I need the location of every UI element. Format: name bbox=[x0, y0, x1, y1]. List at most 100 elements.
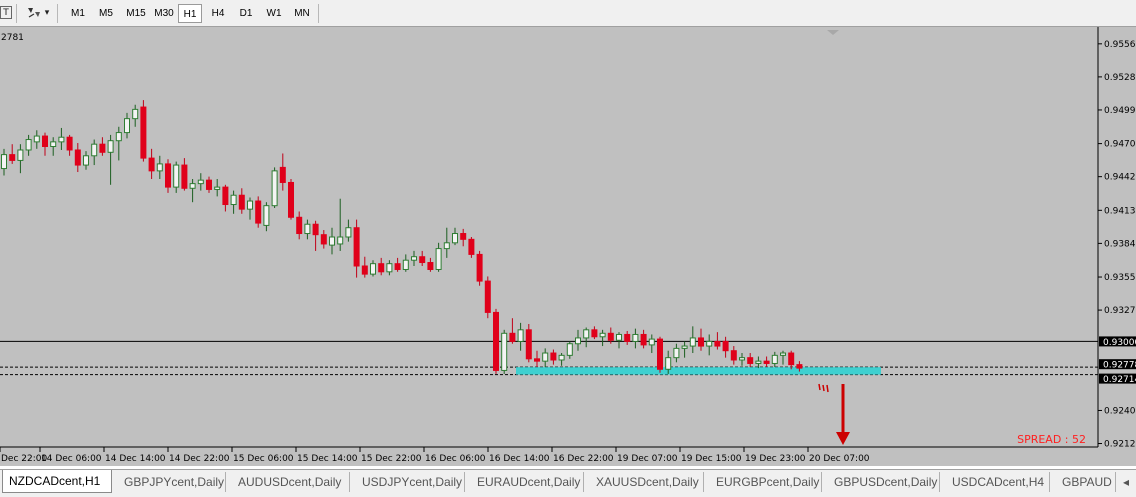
spread-label: SPREAD : 52 bbox=[1017, 433, 1086, 446]
bear-candle bbox=[460, 228, 467, 247]
bear-candle bbox=[698, 328, 704, 351]
bear-candle bbox=[763, 356, 770, 367]
text-tool-icon[interactable]: T bbox=[0, 6, 12, 19]
price-tick-label: 0.92405 bbox=[1104, 406, 1136, 416]
bull-candle bbox=[443, 227, 450, 258]
support-zone[interactable] bbox=[516, 367, 881, 375]
timeframe-w1-button[interactable]: W1 bbox=[266, 8, 282, 19]
bear-candle bbox=[361, 256, 368, 278]
bear-candle bbox=[591, 326, 598, 340]
bull-candle bbox=[558, 353, 565, 366]
bull-candle bbox=[616, 332, 622, 349]
bull-candle bbox=[115, 126, 122, 161]
timeframe-m1-button[interactable]: M1 bbox=[71, 8, 85, 19]
bull-candle bbox=[517, 322, 524, 351]
support-zone-rect[interactable] bbox=[516, 367, 881, 375]
shift-marker-icon[interactable] bbox=[827, 30, 839, 35]
bear-candle bbox=[378, 257, 385, 276]
symbol-tab[interactable]: XAUUSDcent,Daily bbox=[590, 472, 704, 492]
bull-candle bbox=[542, 348, 549, 367]
time-tick-label: 19 Dec 23:00 bbox=[745, 454, 806, 464]
bull-candle bbox=[648, 334, 655, 354]
timeframe-m15-button[interactable]: M15 bbox=[126, 8, 146, 19]
timeframe-h1-button[interactable]: H1 bbox=[178, 4, 202, 23]
timeframe-d1-button[interactable]: D1 bbox=[239, 8, 253, 19]
bear-candle bbox=[296, 211, 303, 240]
projection-marks bbox=[818, 383, 829, 393]
bear-candle bbox=[796, 361, 803, 372]
symbol-tab[interactable]: NZDCADcent,H1 bbox=[2, 470, 112, 493]
timeframe-mn-button[interactable]: MN bbox=[294, 8, 310, 19]
bull-candle bbox=[599, 329, 606, 347]
symbol-tab[interactable]: EURAUDcent,Daily bbox=[471, 472, 584, 492]
symbol-tab[interactable]: GBPJPYcent,Daily bbox=[118, 472, 226, 492]
time-tick-label: 14 Dec 06:00 bbox=[41, 454, 102, 464]
bear-candle bbox=[288, 178, 294, 220]
symbol-tab[interactable]: USDCADcent,H4 bbox=[946, 472, 1050, 492]
bull-candle bbox=[771, 351, 778, 367]
bear-candle bbox=[788, 350, 795, 370]
symbol-tab[interactable]: GBPUSDcent,Daily bbox=[828, 472, 940, 492]
bull-candle bbox=[673, 343, 680, 363]
symbol-tab[interactable]: AUDUSDcent,Daily bbox=[232, 472, 350, 492]
bull-candle bbox=[689, 326, 696, 354]
chevron-down-icon[interactable]: ▾ bbox=[44, 8, 50, 18]
timeframe-m5-button[interactable]: M5 bbox=[99, 8, 113, 19]
symbol-tab[interactable]: GBPAUD bbox=[1056, 472, 1116, 492]
bull-candle bbox=[739, 353, 745, 366]
time-tick-label: 14 Dec 14:00 bbox=[105, 454, 166, 464]
down-arrow-icon[interactable] bbox=[836, 384, 850, 445]
time-tick-label: 15 Dec 22:00 bbox=[361, 454, 422, 464]
bear-candle bbox=[419, 250, 426, 267]
price-tick-label: 0.93845 bbox=[1104, 239, 1136, 249]
price-tick-label: 0.95565 bbox=[1104, 40, 1136, 50]
bear-candle bbox=[468, 237, 475, 258]
price-line-label-bg bbox=[1099, 336, 1136, 347]
shapes-icon[interactable] bbox=[26, 5, 42, 21]
bull-candle bbox=[566, 341, 573, 359]
bear-candle bbox=[165, 159, 171, 193]
price-line-label-bg bbox=[1099, 373, 1136, 384]
bull-candle bbox=[58, 127, 65, 150]
bull-candle bbox=[501, 329, 508, 374]
bear-candle bbox=[66, 134, 73, 156]
bear-candle bbox=[140, 100, 147, 162]
bear-candle bbox=[320, 230, 327, 249]
bear-candle bbox=[9, 144, 16, 164]
bull-candle bbox=[214, 178, 221, 197]
bull-candle bbox=[329, 227, 335, 255]
bear-candle bbox=[607, 327, 614, 344]
timeframe-m30-button[interactable]: M30 bbox=[154, 8, 174, 19]
bull-candle bbox=[583, 327, 590, 348]
bull-candle bbox=[386, 260, 393, 276]
chart-corner-label: 2781 bbox=[1, 33, 24, 43]
bear-candle bbox=[394, 257, 401, 272]
symbol-tab[interactable]: EURGBPcent,Daily bbox=[710, 472, 822, 492]
timeframe-h4-button[interactable]: H4 bbox=[211, 8, 225, 19]
bear-candle bbox=[279, 153, 286, 191]
symbol-tab[interactable]: USDJPYcent,Daily bbox=[356, 472, 465, 492]
bull-candle bbox=[247, 197, 253, 220]
bear-candle bbox=[427, 257, 434, 272]
bull-candle bbox=[575, 329, 581, 351]
bull-candle bbox=[263, 202, 270, 232]
bull-candle bbox=[411, 250, 417, 267]
bear-candle bbox=[238, 188, 245, 214]
bull-candle bbox=[50, 137, 57, 156]
time-tick-label: 16 Dec 14:00 bbox=[489, 454, 550, 464]
bear-candle bbox=[206, 176, 212, 193]
bull-candle bbox=[25, 134, 32, 156]
price-line-label: 0.92714 bbox=[1103, 375, 1136, 385]
time-tick-label: 15 Dec 06:00 bbox=[233, 454, 294, 464]
bull-candle bbox=[755, 356, 762, 369]
time-tick-label: 19 Dec 07:00 bbox=[617, 454, 678, 464]
tabs-scroll-left-icon[interactable]: ◂ bbox=[1122, 475, 1130, 489]
